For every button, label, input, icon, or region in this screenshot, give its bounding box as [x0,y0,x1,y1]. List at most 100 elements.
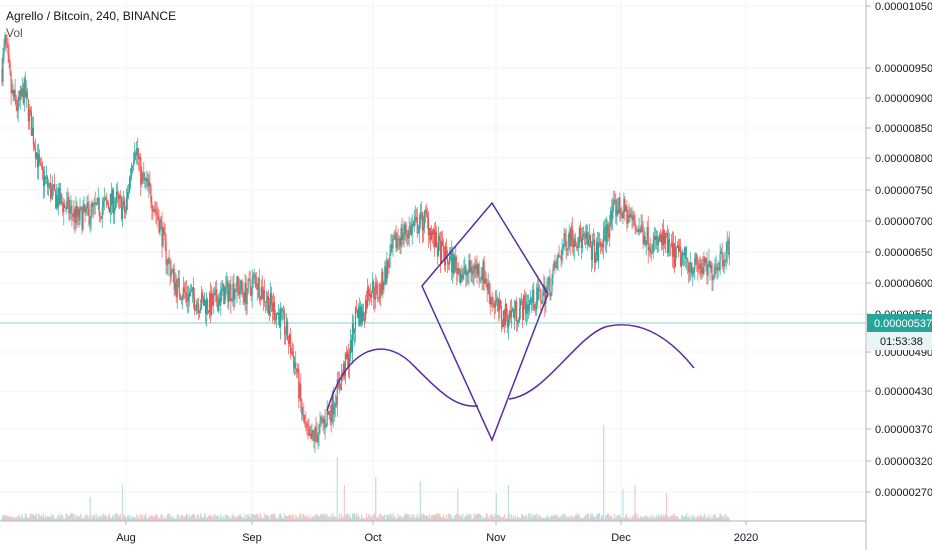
candle-body [231,300,233,302]
volume-bar [79,514,81,521]
candle-body [21,88,23,96]
volume-bar [566,517,568,521]
candle [201,289,204,304]
volume-bar [220,513,222,521]
candle [498,291,500,319]
volume-bar [679,518,681,521]
candle-body [434,231,437,248]
candle [182,276,184,300]
candle-body [579,227,581,239]
volume-bar [219,518,221,521]
candle-body [459,269,461,283]
diamond-drawing [421,201,549,442]
candle [568,224,570,251]
candle-body [396,238,398,249]
candle [353,328,356,346]
volume-bar [102,513,104,521]
candle [20,85,22,101]
candle [388,257,390,274]
volume-bar [262,518,264,521]
candle-body [563,233,565,248]
candle-body [170,271,172,277]
candle-body [337,379,339,381]
candle [475,259,477,278]
candle-body [291,351,293,354]
candle [721,242,723,270]
candle-body [234,290,236,300]
candle-body [163,227,165,233]
volume-bar [671,515,674,521]
candle [11,79,13,94]
candle [700,257,702,280]
candle-body [572,241,574,248]
volume-bar [302,514,304,521]
candle-body [226,280,228,288]
candle-body [686,257,688,259]
candle [364,312,366,328]
candle-body [154,208,156,210]
candle-body [558,254,560,257]
candle [34,138,37,168]
candle-body [150,186,152,203]
candle [685,246,687,269]
volume-bar [80,513,82,521]
volume-bar [155,513,157,521]
candle [525,291,527,322]
candle [724,259,726,267]
candle [424,205,426,223]
candle-body [91,204,93,207]
candle-body [285,333,287,335]
candle [267,289,269,316]
candle [698,259,700,274]
price-axis[interactable]: 0.000010500.000009500.000009000.00000850… [865,0,932,550]
volume-bar [144,514,146,521]
candle-body [702,267,704,274]
candle [582,226,584,241]
volume-bar [719,513,721,521]
candle-body [565,240,567,251]
candle [36,144,39,180]
candle [430,225,433,242]
candle-body [175,282,177,298]
volume-bar [305,515,307,521]
candle [365,294,367,323]
candle [51,183,53,200]
volume-bar [565,516,567,521]
candle-body [157,214,159,220]
volume-bar [186,514,188,521]
candle-body [139,156,141,160]
symbol-title[interactable]: Agrello / Bitcoin, 240, BINANCE [6,9,177,23]
candle [643,226,645,245]
time-axis[interactable]: Aug Sep Oct Nov Dec 2020 [0,520,866,544]
volume-bar [169,516,171,521]
candle-body [286,321,288,334]
candle [384,261,386,285]
candle [327,410,329,416]
volume-bar [447,518,449,521]
volume-bar [723,518,725,521]
candle [333,401,335,422]
volume-bar [157,517,159,521]
candle [469,253,471,273]
candle-body [697,265,699,269]
candle [186,285,188,314]
volume-bar [75,514,77,521]
volume-bar [429,518,432,521]
candle-body [84,204,86,212]
volume-indicator-label[interactable]: Vol [6,26,23,40]
candle [410,217,412,237]
candle [31,116,33,137]
volume-bar [354,516,357,521]
volume-bar [585,515,588,521]
drawing-layer[interactable] [326,201,695,442]
candle-body [144,178,146,181]
volume-bar [525,515,527,521]
candle-body [655,235,657,241]
volume-bar [290,514,292,521]
candle-body [310,433,312,439]
candle [486,278,488,303]
candle [465,263,467,288]
candle [84,204,86,223]
volume-bar [645,515,647,521]
